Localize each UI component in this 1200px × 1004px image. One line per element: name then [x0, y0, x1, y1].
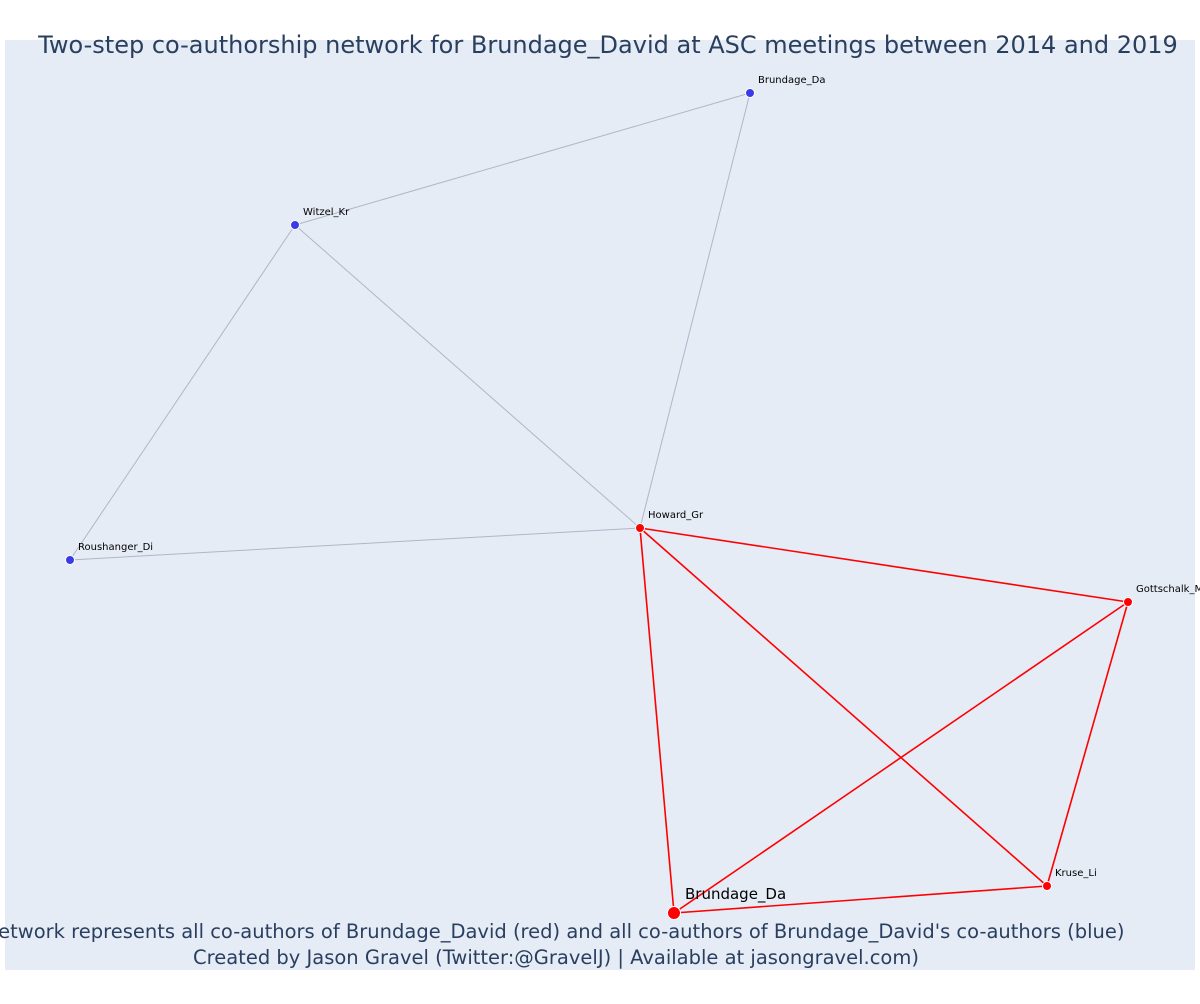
- edge-n1-n4: [639, 92, 751, 529]
- node-label-n5: Gottschalk_M: [1136, 584, 1200, 595]
- node-label-n1: Brundage_Da: [758, 75, 825, 86]
- edges-layer: [69, 92, 1129, 914]
- node-label-n3: Roushanger_Di: [78, 542, 153, 553]
- node-n5[interactable]: [1123, 597, 1133, 607]
- nodes-layer: [65, 88, 1133, 920]
- edge-n4-n7: [639, 527, 675, 914]
- node-n4[interactable]: [635, 523, 645, 533]
- chart-title: Two-step co-authorship network for Brund…: [37, 31, 1178, 59]
- node-label-n6: Kruse_Li: [1055, 868, 1097, 879]
- edge-n5-n6: [1046, 601, 1129, 887]
- node-label-n2: Witzel_Kr: [303, 207, 350, 218]
- node-label-n4: Howard_Gr: [648, 510, 704, 521]
- labels-layer: Brundage_Da Witzel_Kr Roushanger_Di Howard_…: [78, 75, 1200, 904]
- edge-n4-n5: [639, 527, 1129, 603]
- node-n3[interactable]: [65, 555, 75, 565]
- node-label-n7: Brundage_Da: [685, 885, 786, 904]
- plot-background: [5, 40, 1195, 970]
- edge-n2-n4: [294, 224, 641, 529]
- node-n2[interactable]: [290, 220, 300, 230]
- node-n7[interactable]: [667, 906, 681, 920]
- edge-n2-n3: [69, 224, 296, 561]
- node-n6[interactable]: [1042, 881, 1052, 891]
- caption-line-1: Network represents all co-authors of Bru…: [0, 920, 1124, 943]
- edge-n3-n4: [69, 527, 641, 561]
- edge-n7-n6: [673, 885, 1048, 914]
- caption-line-2: Created by Jason Gravel (Twitter:@Gravel…: [193, 946, 919, 969]
- edge-n5-n7: [673, 601, 1129, 914]
- edge-n2-n1: [294, 92, 751, 226]
- node-n1[interactable]: [745, 88, 755, 98]
- edge-n4-n6: [639, 527, 1048, 887]
